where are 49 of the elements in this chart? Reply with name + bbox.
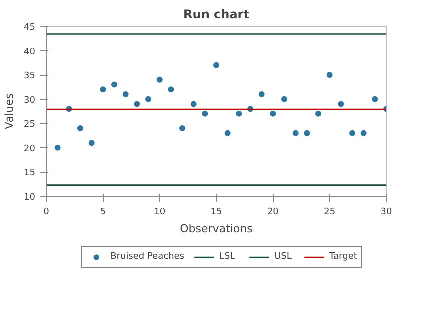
point [156,76,163,83]
point [54,144,61,151]
point [202,110,208,117]
x-tick-label: 0 [44,208,50,218]
x-tick-label: 15 [210,208,222,218]
y-tick-label: 10 [24,193,36,203]
y-tick-label: 40 [24,47,36,58]
point [372,96,378,102]
point [100,86,106,93]
point [78,126,84,132]
y-tick-label: 45 [24,23,36,33]
legend-label: Bruised Peaches [110,251,185,263]
y-tick-label: 35 [24,72,36,82]
point [338,101,344,108]
point [350,130,356,136]
chart-title: Run chart [184,8,250,22]
point [292,130,299,136]
point [190,101,197,108]
point [316,110,322,117]
x-axis-title: Observations [180,222,254,236]
y-tick-label: 30 [24,96,36,106]
y-tick-label: 25 [24,120,36,130]
legend-label: LSL [220,251,236,263]
legend-label: Target [330,251,358,263]
point [168,86,174,93]
y-tick-label: 15 [24,168,36,179]
x-tick-label: 30 [380,208,392,218]
point [146,96,152,102]
x-tick-label: 20 [267,208,280,218]
point [88,140,95,146]
point [180,126,186,132]
y-axis-title: Values [3,93,16,130]
legend-label: USL [274,251,293,263]
point [134,101,140,108]
point [112,82,118,88]
point [270,110,276,117]
point [360,130,367,136]
x-tick-label: 5 [100,208,106,218]
point [326,72,333,78]
point [258,92,265,98]
x-tick-label: 25 [324,208,336,218]
point [122,92,129,98]
point [236,110,242,117]
point [282,96,288,102]
point [224,130,231,136]
x-tick-label: 10 [154,208,166,218]
point [214,62,220,68]
point [304,130,310,136]
y-tick-label: 20 [24,144,36,154]
